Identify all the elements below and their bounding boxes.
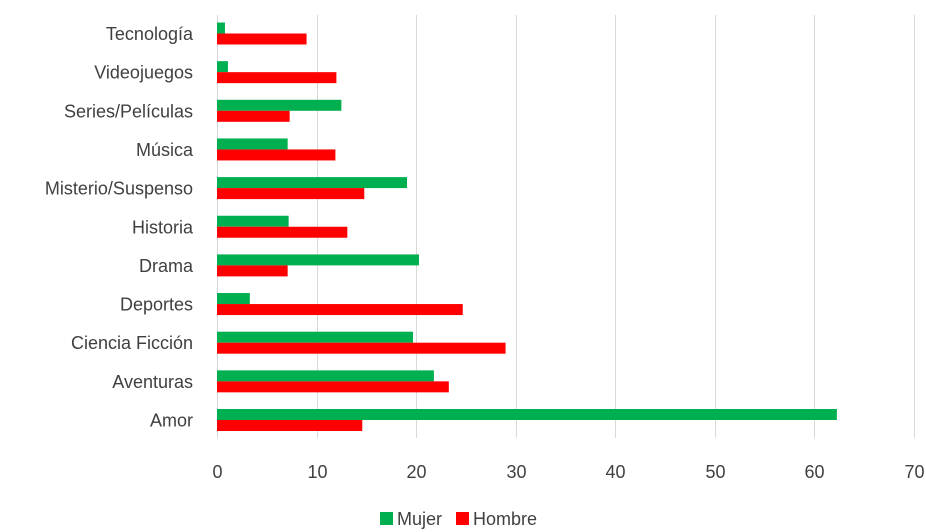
- bar-mujer-2: [217, 331, 414, 343]
- category-label: Videojuegos: [94, 63, 193, 83]
- x-tick-label: 20: [406, 462, 426, 482]
- x-tick-label: 60: [804, 462, 824, 482]
- legend-swatch-mujer: [380, 512, 393, 525]
- bar-mujer-1: [217, 370, 434, 382]
- bar-hombre-4: [217, 265, 288, 277]
- bar-hombre-3: [217, 304, 463, 316]
- bar-mujer-7: [217, 138, 288, 150]
- bar-hombre-1: [217, 381, 449, 393]
- legend-swatch-hombre: [456, 512, 469, 525]
- category-label: Aventuras: [112, 372, 193, 392]
- x-tick-label: 70: [904, 462, 924, 482]
- bar-hombre-8: [217, 110, 290, 122]
- bar-mujer-0: [217, 409, 837, 420]
- legend: Mujer Hombre: [380, 509, 537, 529]
- category-label: Música: [136, 140, 194, 160]
- category-label: Ciencia Ficción: [71, 333, 193, 353]
- bar-mujer-3: [217, 293, 250, 305]
- category-label: Drama: [139, 256, 194, 276]
- x-tick-label: 30: [506, 462, 526, 482]
- bar-hombre-6: [217, 188, 365, 200]
- bar-hombre-7: [217, 149, 336, 161]
- bar-mujer-10: [217, 22, 225, 34]
- x-tick-label: 0: [212, 462, 222, 482]
- x-axis-tick-labels: 0 10 20 30 40 50 60 70: [212, 462, 924, 482]
- bar-mujer-4: [217, 254, 419, 266]
- bar-hombre-10: [217, 33, 307, 45]
- category-labels: Amor Aventuras Ciencia Ficción Deportes Dram…: [45, 24, 194, 431]
- bar-mujer-9: [217, 61, 228, 73]
- bar-mujer-5: [217, 215, 289, 227]
- category-label: Historia: [132, 217, 194, 237]
- bar-hombre-0: [217, 420, 363, 431]
- bar-hombre-9: [217, 72, 337, 84]
- category-label: Amor: [150, 411, 193, 431]
- bars: [217, 22, 837, 431]
- legend-label-hombre: Hombre: [473, 509, 537, 529]
- bar-mujer-8: [217, 99, 342, 111]
- legend-label-mujer: Mujer: [397, 509, 442, 529]
- category-label: Deportes: [120, 295, 193, 315]
- x-tick-label: 40: [605, 462, 625, 482]
- bar-hombre-5: [217, 226, 348, 238]
- category-label: Series/Películas: [64, 101, 193, 121]
- bar-hombre-2: [217, 342, 506, 354]
- x-tick-label: 10: [307, 462, 327, 482]
- category-label: Tecnología: [106, 24, 194, 44]
- x-tick-label: 50: [705, 462, 725, 482]
- bar-mujer-6: [217, 177, 408, 189]
- category-label: Misterio/Suspenso: [45, 179, 193, 199]
